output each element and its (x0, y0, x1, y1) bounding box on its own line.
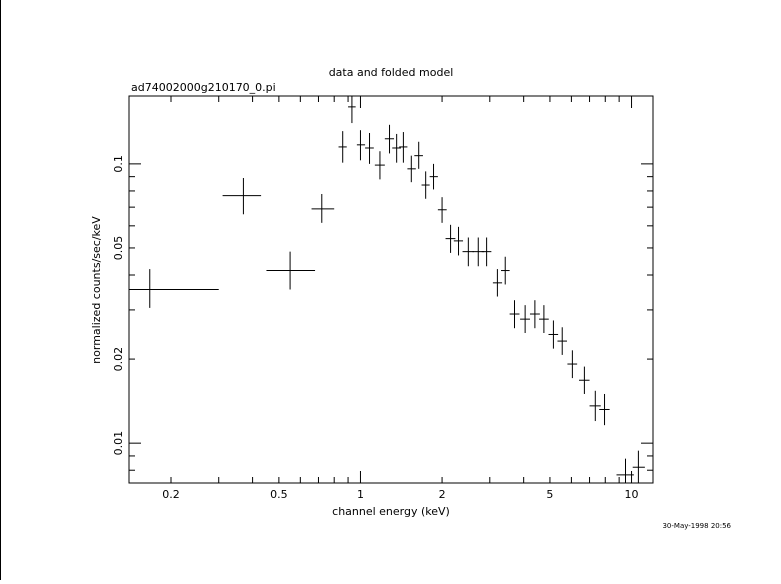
x-tick-label: 0.5 (270, 488, 288, 501)
data-point (392, 133, 401, 163)
timestamp: 30-May-1998 20:56 (662, 522, 731, 530)
data-point (348, 96, 356, 124)
y-tick-label: 0.1 (112, 155, 125, 173)
x-tick-label: 1 (357, 488, 364, 501)
data-point (529, 300, 540, 329)
data-point (129, 269, 219, 308)
data-point (384, 124, 395, 154)
data-point (453, 226, 464, 256)
data-point (374, 151, 385, 180)
y-tick-label: 0.02 (112, 347, 125, 372)
data-point (539, 305, 549, 333)
data-point (311, 194, 335, 223)
y-tick-label: 0.01 (112, 431, 125, 456)
data-point (501, 256, 510, 285)
data-point (421, 171, 430, 199)
x-tick-label: 5 (546, 488, 553, 501)
data-point (492, 269, 503, 297)
data-point (578, 366, 590, 394)
data-point (445, 224, 456, 253)
data-point (407, 155, 416, 183)
x-tick-label: 2 (439, 488, 446, 501)
data-point (520, 305, 530, 333)
data-point (548, 320, 559, 349)
data-point (356, 130, 366, 161)
axis-ticks (129, 96, 653, 483)
data-point (481, 237, 492, 267)
data-point (632, 450, 645, 483)
data-point (437, 197, 447, 223)
data-point (429, 163, 438, 190)
chart-title: data and folded model (329, 66, 454, 79)
data-point (567, 350, 578, 379)
data-point (589, 390, 601, 422)
data-point (266, 251, 316, 290)
data-point (462, 237, 474, 267)
x-axis-label: channel energy (keV) (332, 505, 450, 518)
data-point (509, 300, 520, 329)
data-point (414, 141, 423, 169)
data-point (399, 132, 408, 163)
data-point (557, 327, 568, 355)
data-point (338, 131, 347, 163)
window-left-border (0, 0, 1, 580)
axis-tick-labels: 0.2 0.5 1 2 5 10 0.01 0.02 0.05 0.1 (112, 155, 639, 501)
data-points (129, 96, 645, 483)
data-point (599, 393, 610, 426)
y-tick-label: 0.05 (112, 236, 125, 261)
y-axis-label: normalized counts/sec/keV (90, 216, 103, 364)
data-point (616, 458, 634, 483)
chart-subtitle: ad74002000g210170_0.pi (131, 81, 276, 94)
x-tick-label: 10 (625, 488, 639, 501)
data-point (222, 178, 262, 215)
x-tick-label: 0.2 (162, 488, 180, 501)
data-point (365, 132, 374, 164)
